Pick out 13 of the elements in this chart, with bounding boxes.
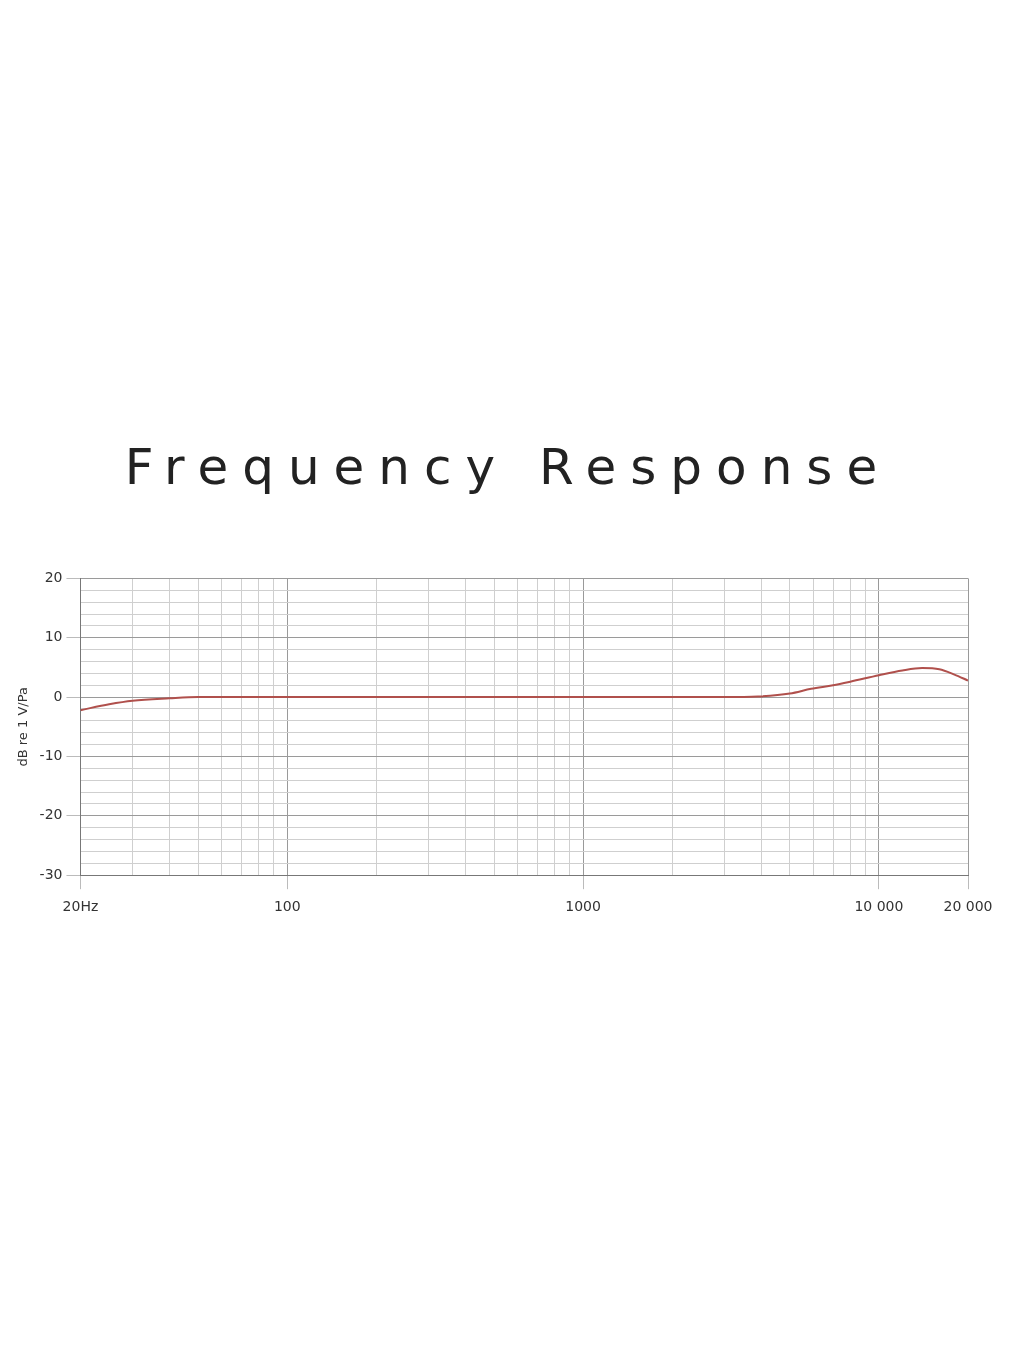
x-tick-label: 20Hz [62, 898, 99, 915]
x-tick-label: 1000 [565, 898, 601, 915]
x-tick-label: 20 000 [943, 898, 993, 915]
x-tick-label: 10 000 [854, 898, 904, 915]
y-axis-title: dB re 1 V/Pa [15, 687, 31, 767]
y-tick-label: 20 [44, 569, 63, 586]
y-tick-label: -10 [39, 747, 63, 764]
y-tick-label: -30 [39, 865, 63, 882]
y-tick-label: 0 [53, 687, 63, 704]
x-tick-label: 100 [273, 898, 301, 915]
y-tick-label: 10 [44, 628, 63, 645]
chart-title: Frequency Response [123, 438, 893, 496]
y-tick-label: -20 [39, 806, 63, 823]
